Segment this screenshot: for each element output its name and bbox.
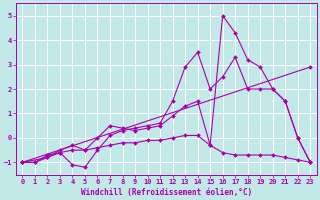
X-axis label: Windchill (Refroidissement éolien,°C): Windchill (Refroidissement éolien,°C)	[81, 188, 252, 197]
